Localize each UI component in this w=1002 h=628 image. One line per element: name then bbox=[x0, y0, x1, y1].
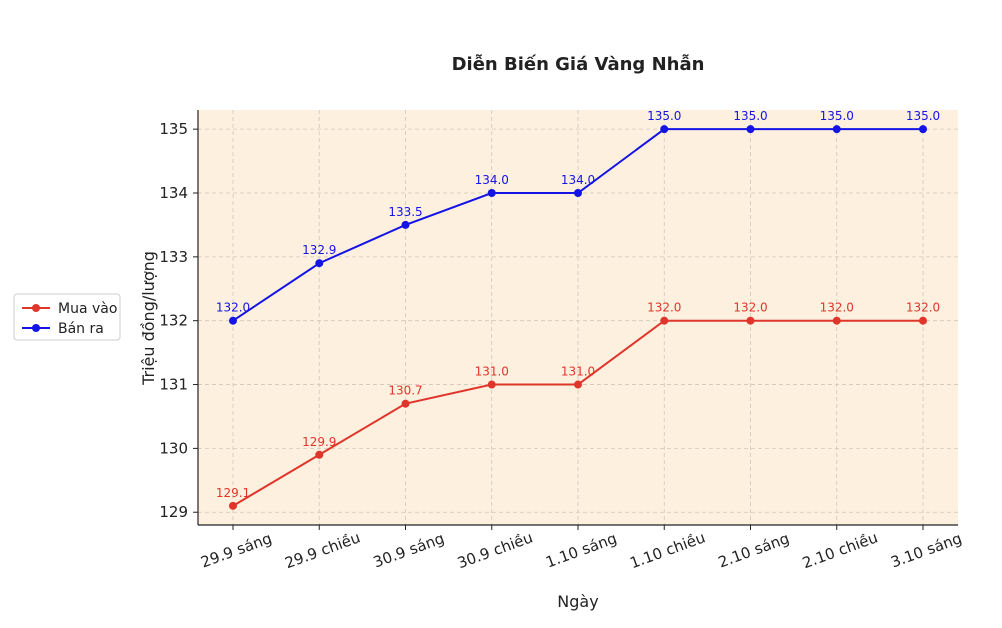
data-point bbox=[919, 125, 927, 134]
data-point bbox=[919, 316, 927, 325]
data-point bbox=[401, 399, 410, 408]
data-point bbox=[746, 316, 755, 325]
series-group: 129.1 129.9 130.7 131.0 131.0 132.0 132.0 132.0… bbox=[216, 109, 940, 510]
y-axis-label: Triệu đồng/lượng bbox=[139, 251, 158, 386]
data-point bbox=[660, 125, 669, 134]
y-tick-label: 135 bbox=[159, 120, 188, 138]
y-axis-ticks: 129 130 131 132 133 134 135 bbox=[159, 120, 198, 521]
legend: Mua vào Bán ra bbox=[13, 293, 121, 341]
x-tick-label: 29.9 chiều bbox=[282, 528, 362, 572]
legend-label: Bán ra bbox=[58, 321, 104, 337]
data-point bbox=[574, 380, 582, 389]
x-tick-label: 30.9 sáng bbox=[371, 529, 447, 571]
y-tick-label: 130 bbox=[159, 439, 188, 457]
data-label: 134.0 bbox=[475, 173, 509, 187]
data-point bbox=[401, 220, 410, 229]
chart-title: Diễn Biến Giá Vàng Nhẫn bbox=[452, 53, 705, 75]
data-point bbox=[487, 380, 496, 389]
data-point bbox=[832, 125, 841, 134]
data-label: 131.0 bbox=[475, 365, 509, 379]
data-point bbox=[315, 259, 324, 268]
x-tick-label: 2.10 chiều bbox=[800, 528, 880, 572]
y-tick-label: 129 bbox=[159, 503, 188, 521]
x-tick-label: 30.9 chiều bbox=[455, 528, 535, 572]
data-label: 135.0 bbox=[647, 109, 681, 123]
data-label: 135.0 bbox=[820, 109, 854, 123]
data-label: 134.0 bbox=[561, 173, 595, 187]
data-point bbox=[315, 450, 324, 459]
data-point bbox=[660, 316, 669, 325]
data-point bbox=[229, 501, 237, 510]
data-point bbox=[832, 316, 841, 325]
data-label: 129.9 bbox=[302, 435, 336, 449]
x-axis-label: Ngày bbox=[557, 592, 598, 611]
x-tick-label: 29.9 sáng bbox=[198, 529, 274, 571]
x-tick-label: 1.10 sáng bbox=[543, 529, 619, 571]
y-tick-label: 131 bbox=[159, 376, 188, 394]
data-label: 132.0 bbox=[216, 301, 250, 315]
data-label: 132.9 bbox=[302, 243, 336, 257]
data-label: 132.0 bbox=[906, 301, 940, 315]
data-label: 132.0 bbox=[647, 301, 681, 315]
data-label: 135.0 bbox=[906, 109, 940, 123]
legend-marker bbox=[32, 304, 40, 312]
data-label: 132.0 bbox=[820, 301, 854, 315]
data-label: 130.7 bbox=[388, 384, 422, 398]
legend-label: Mua vào bbox=[58, 301, 117, 317]
data-label: 129.1 bbox=[216, 486, 250, 500]
data-label: 135.0 bbox=[733, 109, 767, 123]
data-label: 132.0 bbox=[733, 301, 767, 315]
data-label: 133.5 bbox=[388, 205, 422, 219]
data-label: 131.0 bbox=[561, 365, 595, 379]
x-tick-label: 3.10 sáng bbox=[888, 529, 964, 571]
x-tick-label: 2.10 sáng bbox=[716, 529, 792, 571]
data-point bbox=[746, 125, 755, 134]
data-point bbox=[487, 189, 496, 197]
y-tick-label: 132 bbox=[159, 312, 188, 330]
x-tick-label: 1.10 chiều bbox=[627, 528, 707, 572]
legend-marker bbox=[32, 324, 40, 332]
x-axis-ticks: 29.9 sáng 29.9 chiều 30.9 sáng 30.9 chiều 1.… bbox=[198, 525, 964, 572]
data-point bbox=[574, 189, 582, 197]
y-tick-label: 133 bbox=[159, 248, 188, 266]
y-tick-label: 134 bbox=[159, 184, 188, 202]
data-point bbox=[229, 316, 237, 325]
